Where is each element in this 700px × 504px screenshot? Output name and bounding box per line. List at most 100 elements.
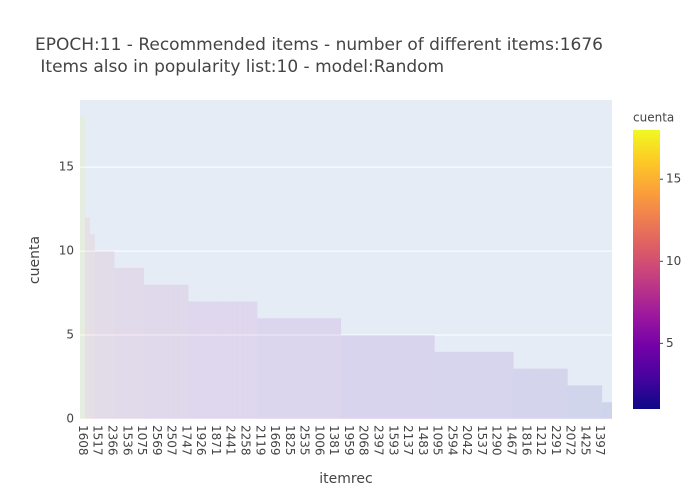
- plot-area: [80, 100, 612, 419]
- x-tick-label: 2137: [401, 425, 415, 456]
- bar: [217, 301, 223, 419]
- bar: [508, 351, 514, 419]
- bar: [286, 318, 292, 419]
- bar: [469, 351, 475, 419]
- bar: [365, 335, 371, 419]
- x-tick-label: 1537: [475, 425, 489, 456]
- bar: [168, 284, 174, 419]
- bar: [124, 267, 130, 419]
- x-tick-label: 2397: [372, 425, 386, 456]
- x-tick-label: 1816: [519, 425, 533, 456]
- y-tick-label: 0: [66, 412, 74, 426]
- x-tick-label: 1593: [386, 425, 400, 456]
- bar: [84, 217, 90, 419]
- bar: [419, 335, 425, 419]
- bar: [316, 318, 322, 419]
- bar: [543, 368, 548, 419]
- x-tick-label: 2072: [564, 425, 578, 456]
- x-tick-label: 1467: [505, 425, 519, 456]
- bar: [355, 335, 361, 419]
- x-tick-label: 2507: [165, 425, 179, 456]
- bar: [336, 318, 342, 419]
- x-axis-title: itemrec: [319, 471, 372, 487]
- x-tick-label: 2569: [150, 425, 164, 456]
- bar: [213, 301, 218, 419]
- y-tick-label: 5: [66, 328, 74, 342]
- x-tick-label: 1517: [91, 425, 105, 456]
- bar: [488, 351, 494, 419]
- bar: [464, 351, 470, 419]
- bar: [306, 318, 312, 419]
- x-tick-label: 1608: [76, 425, 90, 456]
- x-tick-label: 2594: [445, 425, 459, 456]
- bar: [350, 335, 356, 419]
- x-tick-label: 1483: [416, 425, 430, 456]
- x-tick-label: 1871: [209, 425, 223, 456]
- bar: [193, 301, 199, 419]
- x-tick-label: 1747: [179, 425, 193, 456]
- bar: [188, 301, 194, 419]
- bar: [321, 318, 327, 419]
- bar: [405, 335, 411, 419]
- bar: [119, 267, 125, 419]
- bar: [296, 318, 302, 419]
- bar: [153, 284, 159, 419]
- bar: [587, 385, 593, 419]
- bar: [242, 301, 248, 419]
- x-tick-label: 1425: [578, 425, 592, 456]
- bar: [459, 351, 465, 419]
- bar: [163, 284, 169, 419]
- bar: [134, 267, 140, 419]
- bar: [272, 318, 278, 419]
- bar: [400, 335, 406, 419]
- bar: [232, 301, 238, 419]
- x-tick-label: 2366: [106, 425, 120, 456]
- y-axis-title: cuenta: [27, 236, 43, 284]
- bar: [326, 318, 332, 419]
- x-tick-label: 1212: [534, 425, 548, 456]
- bar: [414, 335, 420, 419]
- bar: [533, 368, 539, 419]
- bar: [301, 318, 307, 419]
- x-tick-label: 1075: [135, 425, 149, 456]
- bar: [281, 318, 287, 419]
- bar: [178, 284, 184, 419]
- x-tick-label: 1006: [312, 425, 326, 456]
- bar: [109, 251, 115, 419]
- bar: [572, 385, 578, 419]
- bar: [104, 251, 110, 419]
- x-tick-label: 1397: [593, 425, 607, 456]
- bar: [390, 335, 396, 419]
- bar: [262, 318, 268, 419]
- bar: [222, 301, 228, 419]
- x-tick-label: 1381: [327, 425, 341, 456]
- colorbar-tick-label: 15: [666, 172, 681, 186]
- x-tick-label: 2441: [224, 425, 238, 456]
- x-tick-label: 2258: [239, 425, 253, 456]
- bar: [257, 318, 263, 419]
- bar: [582, 385, 588, 419]
- x-tick-label: 1926: [194, 425, 208, 456]
- bar: [370, 335, 376, 419]
- x-tick-label: 1290: [490, 425, 504, 456]
- x-tick-label: 1825: [283, 425, 297, 456]
- bar: [227, 301, 233, 419]
- bar: [503, 351, 509, 419]
- bar: [99, 251, 105, 419]
- chart-title: EPOCH:11 - Recommended items - number of…: [35, 35, 603, 55]
- bar: [158, 284, 164, 419]
- y-tick-label: 10: [59, 244, 74, 258]
- bar: [439, 351, 445, 419]
- bar: [267, 318, 273, 419]
- x-tick-label: 2042: [460, 425, 474, 456]
- bar: [148, 284, 154, 419]
- bar: [173, 284, 179, 419]
- colorbar-title: cuenta: [633, 111, 674, 125]
- bar: [597, 385, 603, 419]
- x-tick-label: 1959: [342, 425, 356, 456]
- bar: [552, 368, 558, 419]
- bar: [198, 301, 204, 419]
- bar: [129, 267, 135, 419]
- bar: [277, 318, 282, 419]
- bar: [346, 335, 351, 419]
